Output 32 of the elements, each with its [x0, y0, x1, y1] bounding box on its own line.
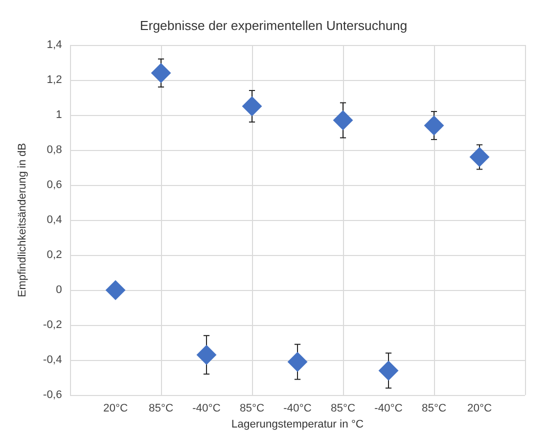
x-tick-label: 85°C	[422, 402, 446, 415]
point	[333, 110, 353, 130]
y-tick-label: 0	[56, 284, 62, 296]
x-tick-label: -40°C	[283, 402, 312, 415]
point	[378, 360, 398, 381]
y-tick-label: -0,4	[43, 354, 62, 366]
x-axis-title: Lagerungstemperatur in °C	[231, 418, 364, 430]
y-tick-label: 0,4	[46, 214, 62, 226]
y-tick-label: 0,8	[46, 144, 62, 156]
point	[288, 352, 308, 372]
chart-title: Ergebnisse der experimentellen Untersuchung	[140, 18, 408, 33]
y-tick-label: -0,6	[43, 389, 62, 402]
y-tick-label: 1	[56, 109, 62, 122]
y-tick-label: 1,2	[46, 74, 62, 86]
point	[151, 63, 171, 84]
point	[106, 280, 126, 300]
x-tick-label: 20°C	[103, 402, 128, 415]
point	[242, 96, 262, 116]
y-tick-label: -0,2	[43, 319, 62, 332]
point	[196, 344, 216, 365]
point	[424, 116, 444, 136]
point	[470, 147, 490, 168]
x-tick-label: 20°C	[467, 402, 492, 415]
x-tick-label: 85°C	[148, 402, 174, 415]
y-tick-label: 0,2	[46, 249, 62, 262]
y-tick-label: 0,6	[46, 179, 62, 192]
x-tick-label: 85°C	[240, 402, 264, 415]
y-axis-title: Empfindlichkeitsänderung in dB	[16, 143, 28, 298]
x-tick-label: -40°C	[192, 402, 221, 415]
y-tick-label: 1,4	[46, 39, 62, 51]
x-tick-label: -40°C	[374, 402, 403, 415]
x-tick-label: 85°C	[330, 402, 356, 415]
